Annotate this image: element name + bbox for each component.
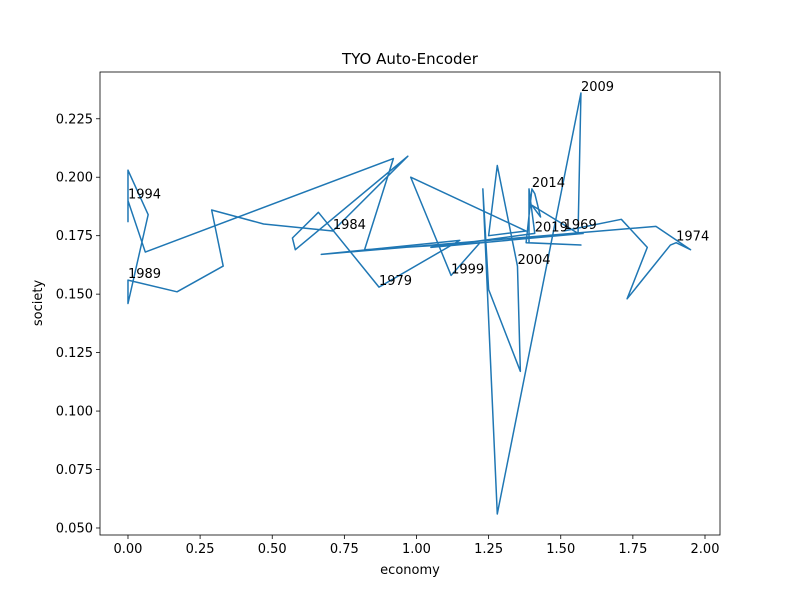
- y-tick-label: 0.125: [56, 346, 93, 361]
- y-tick-label: 0.075: [56, 463, 93, 478]
- annotation: 1979: [379, 274, 412, 289]
- x-tick-label: 0.75: [330, 542, 359, 557]
- x-axis-label: economy: [380, 563, 440, 578]
- y-tick-label: 0.200: [56, 171, 93, 186]
- x-tick-label: 0.25: [186, 542, 215, 557]
- y-axis-label: society: [31, 280, 46, 327]
- annotation: 2019: [535, 220, 568, 235]
- y-tick-label: 0.100: [56, 405, 93, 420]
- annotation: 1974: [676, 230, 709, 245]
- x-tick-label: 1.00: [402, 542, 431, 557]
- x-tick-label: 0.00: [114, 542, 143, 557]
- data-line: [127, 92, 692, 515]
- annotation: 1999: [451, 262, 484, 277]
- x-tick-label: 1.25: [474, 542, 503, 557]
- y-tick-label: 0.150: [56, 288, 93, 303]
- y-tick-label: 0.050: [56, 521, 93, 536]
- annotation: 1984: [333, 218, 366, 233]
- annotation: 2009: [581, 80, 614, 95]
- y-tick-label: 0.175: [56, 229, 93, 244]
- annotation: 1994: [128, 188, 161, 203]
- plot-frame: [99, 71, 721, 536]
- x-tick-label: 1.75: [618, 542, 647, 557]
- annotation: 2014: [532, 176, 565, 191]
- x-tick-label: 1.50: [546, 542, 575, 557]
- x-tick-label: 0.50: [258, 542, 287, 557]
- y-tick-label: 0.225: [56, 112, 93, 127]
- x-tick-label: 2.00: [691, 542, 720, 557]
- annotation: 2004: [517, 253, 550, 268]
- chart-title: TYO Auto-Encoder: [341, 50, 479, 68]
- annotation: 1989: [128, 267, 161, 282]
- annotation: 1969: [564, 218, 597, 233]
